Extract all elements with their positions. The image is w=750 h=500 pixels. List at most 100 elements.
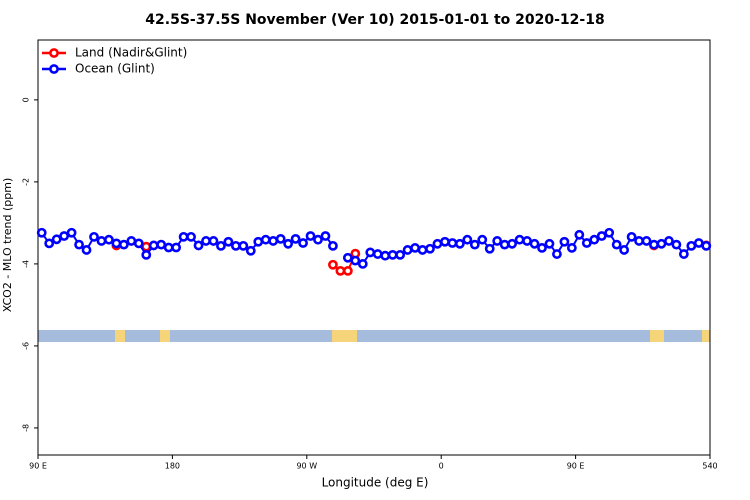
- data-point: [537, 243, 547, 253]
- data-point: [230, 240, 241, 251]
- data-point: [671, 239, 682, 250]
- x-tick-label: 90 E: [567, 462, 585, 471]
- data-point: [216, 240, 226, 251]
- x-tick-label: 90 W: [296, 462, 317, 471]
- x-tick-label: 0: [439, 462, 444, 471]
- data-point: [596, 231, 607, 241]
- data-point: [656, 238, 667, 249]
- y-axis-label: XCO2 - MLO trend (ppm): [1, 178, 14, 313]
- data-point: [492, 236, 503, 246]
- data-point: [641, 236, 652, 246]
- data-point: [357, 259, 368, 269]
- x-axis-label: Longitude (deg E): [322, 476, 429, 490]
- data-point: [313, 234, 323, 245]
- data-point: [626, 231, 637, 242]
- data-point: [104, 234, 114, 245]
- data-point: [529, 238, 540, 249]
- data-point: [253, 236, 264, 247]
- data-point: [201, 236, 211, 246]
- data-point: [432, 238, 443, 249]
- data-point: [507, 238, 518, 249]
- data-point: [701, 240, 712, 251]
- data-point: [484, 243, 495, 254]
- data-point: [566, 243, 577, 253]
- data-point: [552, 249, 562, 259]
- data-point: [425, 243, 435, 254]
- data-point: [328, 259, 338, 270]
- x-tick-label: 90 E: [29, 462, 47, 471]
- data-point: [305, 231, 316, 241]
- data-point: [469, 239, 480, 250]
- data-point: [440, 236, 450, 247]
- data-point: [328, 240, 338, 251]
- legend-label: Land (Nadir&Glint): [75, 46, 187, 60]
- data-point: [111, 238, 122, 249]
- x-tick-label: 540: [702, 462, 717, 471]
- data-point: [283, 238, 294, 249]
- data-point: [193, 240, 204, 251]
- data-point: [402, 245, 413, 255]
- data-point: [454, 238, 465, 249]
- y-tick-label: -2: [22, 178, 31, 186]
- data-point: [96, 236, 107, 246]
- data-point: [477, 234, 488, 245]
- data-point: [611, 239, 622, 250]
- chart-title: 42.5S-37.5S November (Ver 10) 2015-01-01…: [145, 12, 604, 28]
- data-point: [664, 236, 674, 246]
- data-point: [118, 239, 129, 250]
- data-point: [410, 243, 420, 253]
- data-point: [462, 234, 473, 245]
- data-point: [619, 245, 630, 255]
- data-point: [417, 245, 428, 255]
- data-point: [59, 231, 70, 241]
- data-point: [290, 233, 301, 244]
- data-point: [589, 234, 600, 245]
- y-tick-label: 0: [22, 97, 31, 102]
- data-point: [387, 249, 398, 260]
- data-point: [178, 231, 189, 242]
- data-point: [245, 245, 256, 256]
- data-point: [574, 229, 585, 240]
- data-point: [649, 239, 659, 250]
- data-point: [678, 249, 689, 259]
- data-point: [447, 238, 458, 248]
- data-point: [395, 249, 406, 260]
- data-point: [74, 239, 84, 250]
- data-point: [186, 231, 196, 242]
- data-point: [171, 242, 182, 253]
- y-tick-label: -8: [22, 424, 31, 432]
- x-tick-label: 180: [165, 462, 180, 471]
- data-point: [36, 227, 47, 238]
- data-point: [223, 236, 234, 247]
- y-tick-label: -6: [22, 342, 31, 350]
- data-point: [238, 240, 249, 251]
- data-point: [66, 227, 77, 238]
- data-point: [686, 240, 697, 251]
- data-point: [365, 247, 376, 258]
- data-point: [81, 245, 92, 255]
- data-point: [604, 227, 615, 238]
- data-point: [208, 236, 219, 246]
- data-point: [260, 234, 271, 245]
- data-point: [514, 234, 525, 245]
- land-mask: [38, 330, 710, 342]
- data-point: [156, 239, 167, 250]
- data-point: [634, 236, 644, 246]
- data-point: [499, 239, 510, 250]
- data-point: [51, 234, 62, 245]
- data-point: [581, 238, 592, 248]
- data-point: [298, 238, 308, 248]
- data-point: [133, 238, 144, 249]
- data-point: [372, 249, 383, 259]
- data-point: [275, 233, 286, 244]
- data-point: [522, 236, 532, 246]
- data-point: [44, 238, 55, 249]
- data-point: [693, 238, 704, 248]
- data-point: [89, 231, 99, 242]
- data-point: [342, 252, 353, 263]
- data-point: [380, 250, 391, 261]
- data-point: [268, 236, 279, 246]
- data-point: [148, 240, 159, 251]
- data-point: [126, 236, 137, 246]
